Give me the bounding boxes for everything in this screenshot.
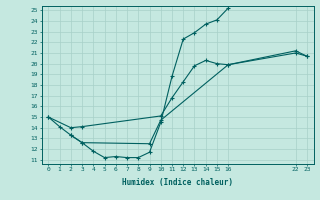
X-axis label: Humidex (Indice chaleur): Humidex (Indice chaleur) <box>122 178 233 187</box>
